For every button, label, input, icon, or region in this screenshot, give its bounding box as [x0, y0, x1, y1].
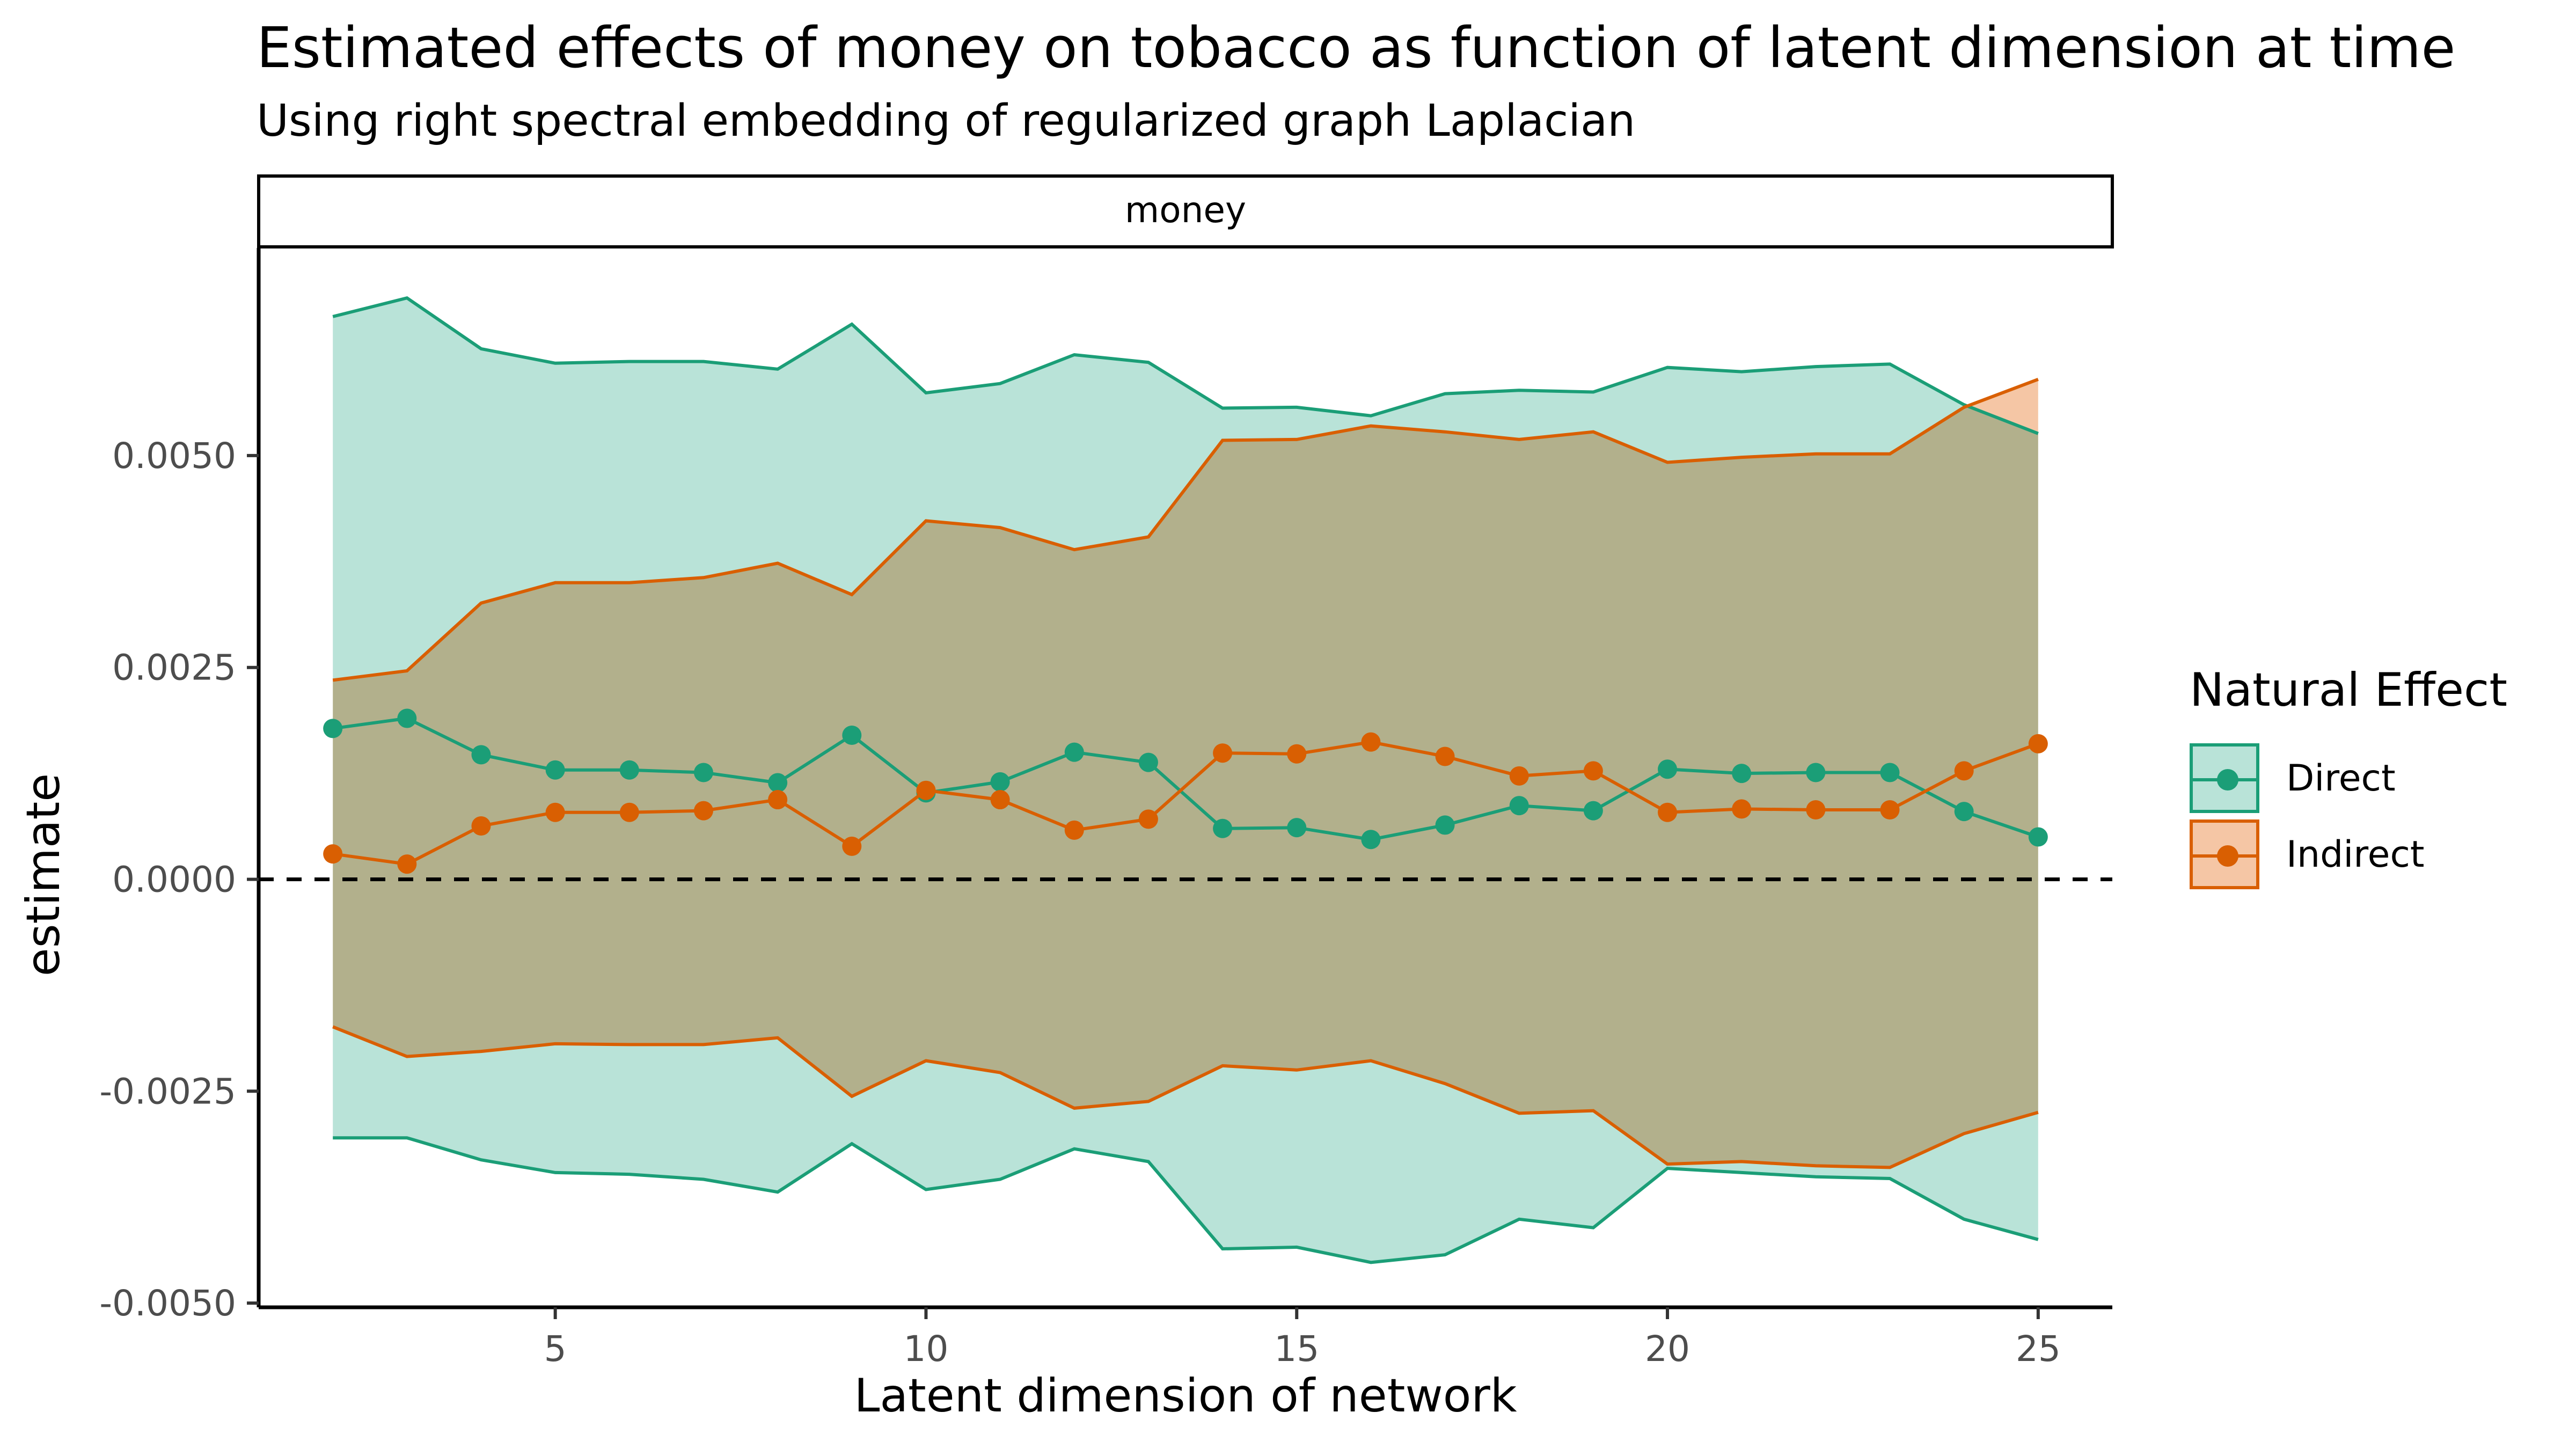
indirect-lower-bound-line	[332, 1025, 2039, 1169]
direct-point-3	[397, 708, 417, 728]
direct-point-16	[1361, 830, 1381, 850]
direct-lower-bound-line	[333, 1136, 2039, 1264]
direct-point-25	[2028, 827, 2048, 847]
direct-point-4	[471, 745, 491, 765]
direct-point-23	[1880, 763, 1900, 782]
direct-point-20	[1658, 759, 1678, 779]
legend-title: Natural Effect	[2190, 663, 2508, 717]
direct-point-15	[1287, 818, 1307, 838]
indirect-point-19	[1583, 761, 1603, 781]
x-tick-label-25: 25	[2016, 1328, 2061, 1370]
direct-point-24	[1954, 802, 1974, 822]
indirect-point-23	[1880, 800, 1900, 820]
y-tick-label-1: -0.0025	[99, 1071, 236, 1112]
facet-strip	[257, 174, 2114, 248]
indirect-point-8	[768, 790, 788, 810]
legend-label-indirect: Indirect	[2286, 833, 2425, 876]
y-tick-label-2: 0.0000	[112, 859, 236, 901]
direct-point-12	[1064, 742, 1084, 762]
indirect-point-9	[842, 836, 862, 856]
indirect-point-16	[1361, 732, 1381, 752]
direct-point-19	[1583, 801, 1603, 821]
indirect-point-15	[1287, 744, 1307, 764]
indirect-point-21	[1732, 799, 1752, 819]
direct-point-2	[323, 719, 343, 738]
x-axis-title: Latent dimension of network	[854, 1369, 1517, 1423]
x-tick-label-5: 5	[544, 1328, 567, 1370]
direct-point-5	[545, 760, 565, 780]
direct-upper-bound-line	[332, 296, 2039, 435]
direct-point-14	[1213, 818, 1233, 838]
direct-point-21	[1732, 764, 1752, 784]
legend-key-indirect	[2190, 819, 2259, 889]
indirect-point-13	[1138, 809, 1158, 829]
indirect-point-4	[471, 816, 491, 836]
indirect-point-10	[916, 780, 936, 800]
indirect-point-3	[397, 854, 417, 874]
direct-estimate-line	[332, 716, 2039, 841]
indirect-point-12	[1064, 820, 1084, 840]
indirect-point-14	[1213, 743, 1233, 763]
direct-point-22	[1806, 763, 1826, 782]
indirect-upper-bound-line	[332, 377, 2039, 682]
direct-point-6	[619, 760, 639, 780]
indirect-point-11	[990, 790, 1010, 810]
direct-point-18	[1509, 796, 1529, 816]
facet-label: money	[1125, 189, 1246, 231]
x-tick-label-15: 15	[1274, 1328, 1319, 1370]
direct-point-11	[990, 772, 1010, 792]
indirect-point-20	[1658, 802, 1678, 822]
indirect-point-24	[1954, 761, 1974, 781]
direct-point-17	[1435, 815, 1455, 835]
legend-key-direct	[2190, 743, 2259, 813]
indirect-point-7	[693, 801, 713, 821]
indirect-point-17	[1435, 747, 1455, 766]
direct-point-13	[1138, 752, 1158, 772]
indirect-point-18	[1509, 766, 1529, 786]
y-tick-label-3: 0.0025	[112, 647, 236, 689]
direct-point-7	[693, 763, 713, 782]
legend-label-direct: Direct	[2286, 757, 2396, 800]
indirect-point-5	[545, 802, 565, 822]
y-tick-label-0: -0.0050	[99, 1283, 236, 1324]
y-axis-title: estimate	[17, 773, 70, 976]
chart-title: Estimated effects of money on tobacco as…	[257, 15, 2456, 80]
indirect-point-6	[619, 802, 639, 822]
indirect-confidence-band	[333, 379, 2038, 1168]
indirect-estimate-line	[332, 740, 2039, 866]
legend-item-indirect: Indirect	[2190, 817, 2425, 892]
x-tick-label-20: 20	[1645, 1328, 1690, 1370]
legend-item-direct: Direct	[2190, 741, 2396, 816]
chart-subtitle: Using right spectral embedding of regula…	[257, 96, 1636, 147]
direct-point-9	[842, 726, 862, 745]
indirect-point-22	[1806, 800, 1826, 820]
indirect-point-2	[323, 844, 343, 864]
indirect-point-25	[2028, 734, 2048, 753]
y-tick-label-4: 0.0050	[112, 435, 236, 477]
x-tick-label-10: 10	[903, 1328, 948, 1370]
direct-point-8	[768, 773, 788, 793]
